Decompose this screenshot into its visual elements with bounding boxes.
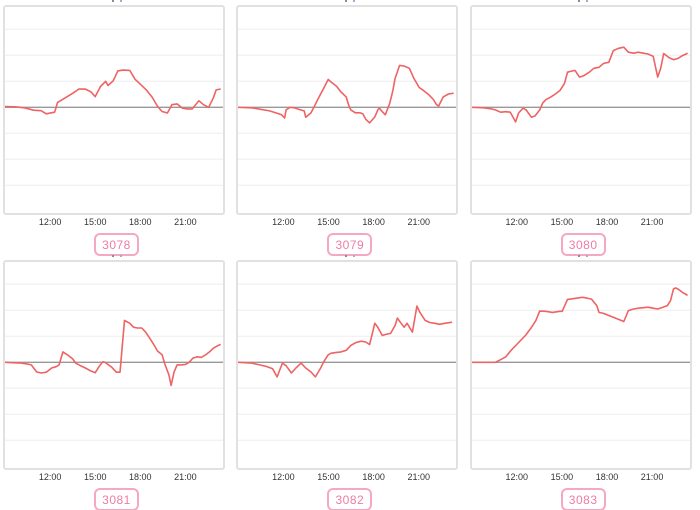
x-tick-label: 15:00 [550,472,574,482]
clipped-chart-title [578,255,589,257]
line-chart [238,28,457,186]
x-axis-ticks: 12:00 15:00 18:00 21:00 [236,470,458,485]
x-tick-label: 12:00 [505,217,529,227]
x-tick-label: 21:00 [407,217,430,227]
series-line [238,305,453,378]
chart-id-badge[interactable]: 3080 [560,233,606,256]
x-tick-label: 18:00 [129,217,152,227]
x-tick-label: 12:00 [272,217,295,227]
chart-panel: 12:00 15:00 18:00 21:00 3079 [233,0,466,256]
x-tick-label: 18:00 [595,472,619,482]
x-axis-ticks: 12:00 15:00 18:00 21:00 [470,470,692,485]
series-line [5,319,221,387]
series-line [471,287,688,364]
clipped-title-descender [344,0,347,2]
x-tick-label: 12:00 [38,217,62,227]
badge-row: 3078 [0,233,233,256]
chart-plot-area[interactable] [236,5,459,215]
x-tick-label: 21:00 [174,217,197,227]
badge-row: 3080 [467,233,700,256]
line-chart [5,28,223,186]
line-chart [238,283,457,441]
x-tick-label: 18:00 [362,472,385,482]
x-tick-label: 15:00 [83,472,107,482]
clipped-title-descender [119,255,122,257]
clipped-chart-title [111,0,122,2]
x-tick-label: 15:00 [83,217,107,227]
x-axis-ticks: 12:00 15:00 18:00 21:00 [3,470,225,485]
chart-plot-area[interactable] [469,5,692,215]
line-chart [471,283,690,441]
x-tick-label: 18:00 [129,472,152,482]
x-axis-ticks: 12:00 15:00 18:00 21:00 [470,215,692,230]
x-axis-ticks: 12:00 15:00 18:00 21:00 [236,215,458,230]
x-tick-label: 12:00 [38,472,62,482]
x-tick-label: 15:00 [550,217,574,227]
chart-plot-area[interactable] [236,260,459,470]
clipped-title-descender [352,255,355,257]
badge-row: 3081 [0,488,233,510]
clipped-chart-title [344,0,355,2]
clipped-chart-title [344,255,355,257]
chart-id-badge[interactable]: 3078 [94,233,139,256]
x-tick-label: 21:00 [174,472,197,482]
chart-plot-area[interactable] [3,260,225,470]
series-line [238,64,455,124]
x-tick-label: 21:00 [407,472,430,482]
chart-plot-area[interactable] [3,5,225,215]
clipped-title-descender [586,255,589,257]
clipped-title-descender [352,0,355,2]
chart-id-badge[interactable]: 3082 [327,488,373,510]
x-tick-label: 21:00 [640,217,664,227]
x-tick-label: 18:00 [595,217,619,227]
x-tick-label: 15:00 [317,217,340,227]
series-line [471,46,688,123]
badge-row: 3079 [233,233,466,256]
clipped-title-descender [586,0,589,2]
chart-panel: 12:00 15:00 18:00 21:00 3078 [0,0,233,256]
chart-id-badge[interactable]: 3083 [560,488,606,510]
line-chart [471,28,690,186]
badge-row: 3082 [233,488,466,510]
clipped-title-descender [119,0,122,2]
x-tick-label: 12:00 [505,472,529,482]
x-tick-label: 15:00 [317,472,340,482]
chart-id-badge[interactable]: 3081 [94,488,139,510]
badge-row: 3083 [467,488,700,510]
chart-id-badge[interactable]: 3079 [327,233,373,256]
chart-panel: 12:00 15:00 18:00 21:00 3082 [233,255,466,510]
series-line [5,69,221,115]
x-tick-label: 12:00 [272,472,295,482]
chart-panel: 12:00 15:00 18:00 21:00 3081 [0,255,233,510]
clipped-chart-title [111,255,122,257]
x-axis-ticks: 12:00 15:00 18:00 21:00 [3,215,225,230]
clipped-chart-title [578,0,589,2]
chart-panel: 12:00 15:00 18:00 21:00 3083 [467,255,700,510]
clipped-title-descender [578,255,581,257]
clipped-title-descender [111,255,114,257]
line-chart [5,283,223,441]
clipped-title-descender [344,255,347,257]
chart-panel: 12:00 15:00 18:00 21:00 3080 [467,0,700,256]
clipped-title-descender [578,0,581,2]
x-tick-label: 21:00 [640,472,664,482]
clipped-title-descender [111,0,114,2]
x-tick-label: 18:00 [362,217,385,227]
chart-plot-area[interactable] [469,260,692,470]
